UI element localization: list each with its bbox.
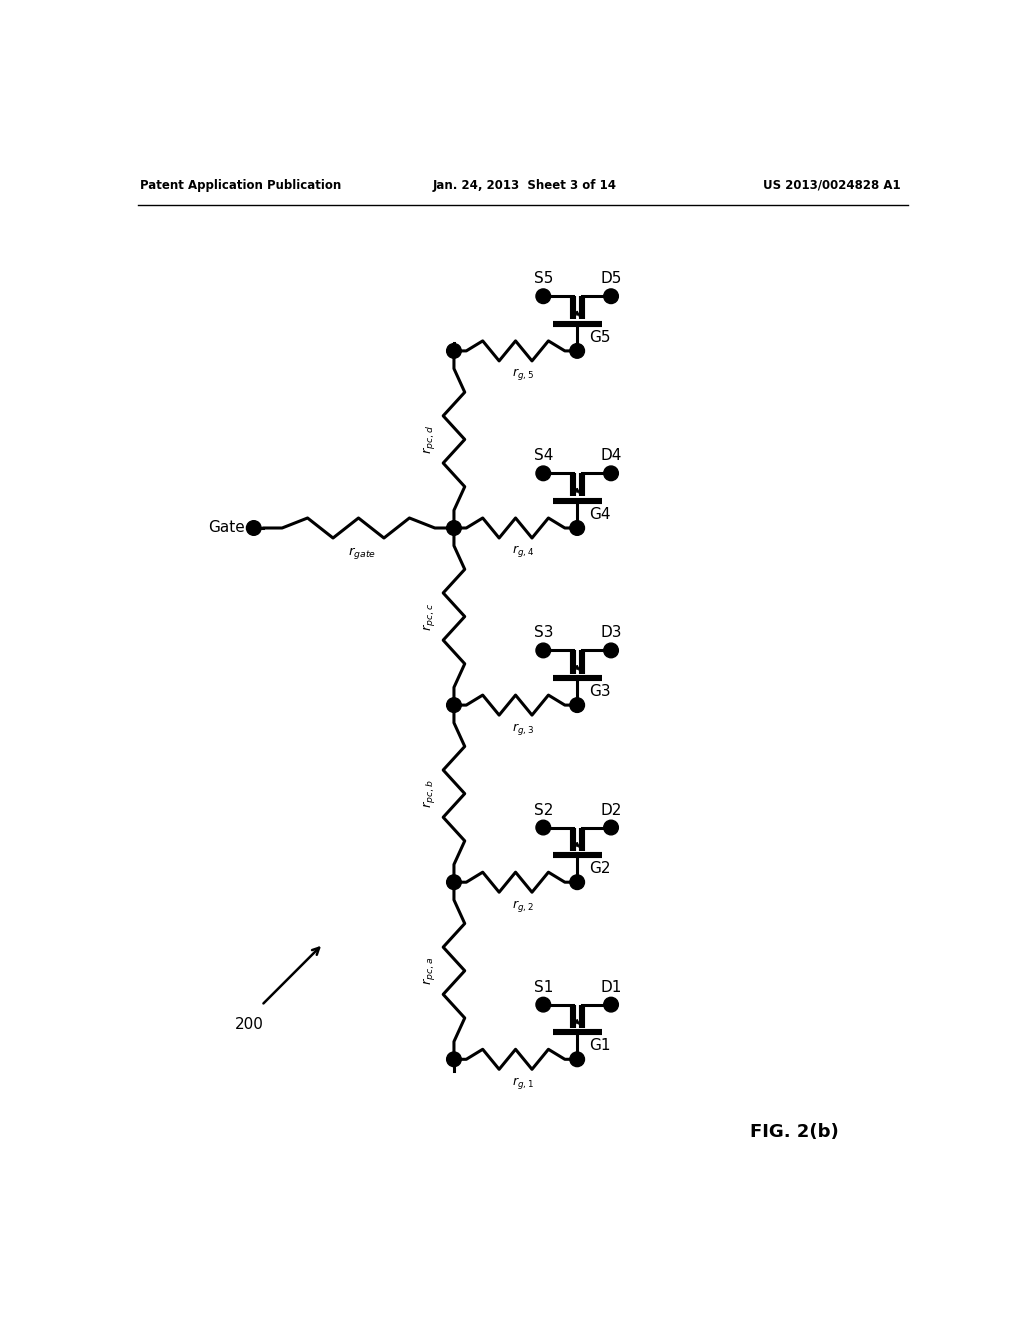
Text: $r_{pc,b}$: $r_{pc,b}$ xyxy=(421,779,437,808)
Text: G4: G4 xyxy=(589,507,610,521)
Circle shape xyxy=(446,343,461,358)
Text: $r_{gate}$: $r_{gate}$ xyxy=(347,545,376,561)
Text: S5: S5 xyxy=(534,271,553,286)
Text: $r_{g,1}$: $r_{g,1}$ xyxy=(512,1074,535,1090)
Circle shape xyxy=(604,289,618,304)
Text: $r_{g,5}$: $r_{g,5}$ xyxy=(512,367,535,383)
Text: G3: G3 xyxy=(589,684,610,700)
Text: Jan. 24, 2013  Sheet 3 of 14: Jan. 24, 2013 Sheet 3 of 14 xyxy=(433,178,616,191)
Circle shape xyxy=(604,466,618,480)
Text: D2: D2 xyxy=(600,803,622,817)
Circle shape xyxy=(446,698,461,713)
Circle shape xyxy=(247,520,261,536)
Circle shape xyxy=(569,520,585,536)
Text: $r_{pc,a}$: $r_{pc,a}$ xyxy=(421,957,437,985)
Text: G1: G1 xyxy=(589,1038,610,1053)
Circle shape xyxy=(446,875,461,890)
Circle shape xyxy=(569,698,585,713)
Text: S3: S3 xyxy=(534,626,553,640)
Circle shape xyxy=(536,643,551,657)
Text: $r_{g,2}$: $r_{g,2}$ xyxy=(512,898,535,913)
Circle shape xyxy=(569,875,585,890)
Text: 200: 200 xyxy=(234,1016,263,1032)
Text: FIG. 2(b): FIG. 2(b) xyxy=(751,1123,839,1142)
Circle shape xyxy=(536,466,551,480)
Text: S1: S1 xyxy=(534,979,553,995)
Text: D5: D5 xyxy=(600,271,622,286)
Circle shape xyxy=(569,343,585,358)
Text: $r_{pc,c}$: $r_{pc,c}$ xyxy=(421,602,437,631)
Text: Patent Application Publication: Patent Application Publication xyxy=(140,178,341,191)
Text: US 2013/0024828 A1: US 2013/0024828 A1 xyxy=(763,178,900,191)
Text: D3: D3 xyxy=(600,626,622,640)
Text: D1: D1 xyxy=(600,979,622,995)
Text: G2: G2 xyxy=(589,861,610,876)
Circle shape xyxy=(604,998,618,1012)
Text: $r_{g,3}$: $r_{g,3}$ xyxy=(512,721,535,737)
Circle shape xyxy=(446,520,461,536)
Text: $r_{g,4}$: $r_{g,4}$ xyxy=(512,544,535,560)
Text: S2: S2 xyxy=(534,803,553,817)
Circle shape xyxy=(536,289,551,304)
Circle shape xyxy=(536,998,551,1012)
Circle shape xyxy=(604,820,618,834)
Text: D4: D4 xyxy=(600,449,622,463)
Circle shape xyxy=(604,643,618,657)
Text: S4: S4 xyxy=(534,449,553,463)
Text: Gate: Gate xyxy=(208,520,245,536)
Circle shape xyxy=(536,820,551,834)
Circle shape xyxy=(446,1052,461,1067)
Text: G5: G5 xyxy=(589,330,610,345)
Text: $r_{pc,d}$: $r_{pc,d}$ xyxy=(421,425,437,454)
Circle shape xyxy=(569,1052,585,1067)
